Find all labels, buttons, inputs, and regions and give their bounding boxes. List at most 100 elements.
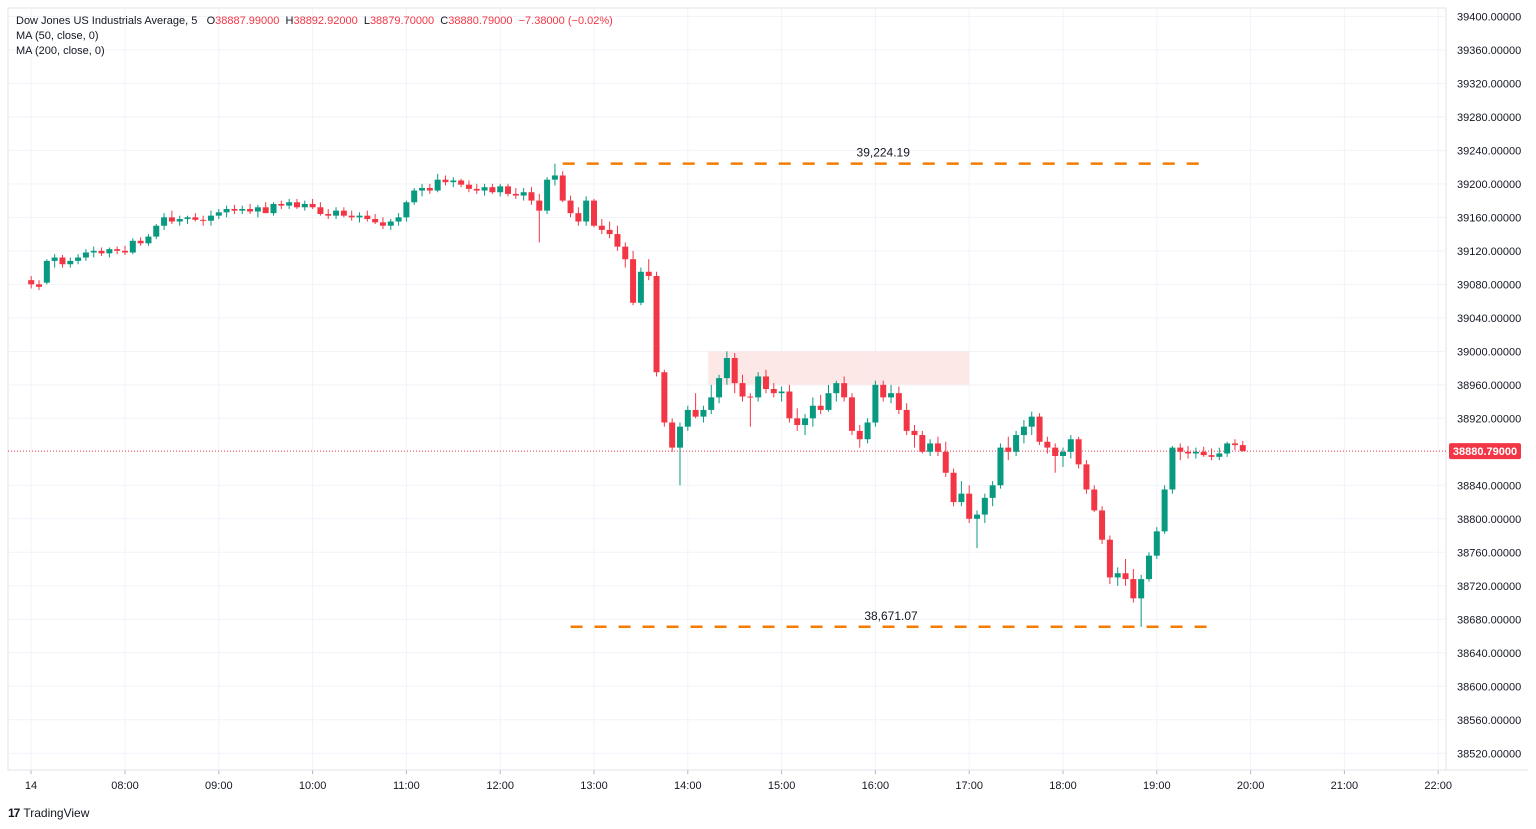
candle-down	[1239, 445, 1246, 451]
candle-up	[1224, 443, 1231, 454]
legend-ma50[interactable]: MA (50, close, 0)	[16, 30, 99, 42]
candle-down	[458, 180, 465, 185]
x-tick-label: 14	[25, 780, 37, 792]
candle-up	[419, 188, 426, 191]
candle-down	[465, 184, 472, 189]
candle-down	[278, 203, 285, 206]
x-tick-label: 15:00	[768, 780, 796, 792]
candle-up	[684, 409, 691, 427]
candle-up	[700, 409, 707, 417]
candle-up	[981, 497, 988, 515]
candle-up	[802, 418, 809, 426]
candle-down	[848, 397, 855, 431]
candle-down	[770, 389, 777, 394]
x-tick-label: 19:00	[1143, 780, 1171, 792]
candle-down	[966, 493, 973, 519]
y-tick-label: 38640.00000	[1457, 648, 1521, 660]
x-tick-label: 13:00	[580, 780, 608, 792]
x-tick-label: 18:00	[1049, 780, 1077, 792]
candle-up	[1020, 426, 1027, 436]
candle-down	[622, 246, 629, 260]
candle-down	[36, 284, 43, 287]
x-tick-label: 22:00	[1424, 780, 1452, 792]
x-tick-label: 20:00	[1237, 780, 1265, 792]
candle-down	[598, 225, 605, 230]
candle-down	[575, 213, 582, 222]
y-tick-label: 39280.00000	[1457, 112, 1521, 124]
candle-up	[184, 217, 191, 220]
candle-down	[911, 430, 918, 436]
x-tick-label: 16:00	[862, 780, 890, 792]
candle-up	[1216, 453, 1223, 457]
candle-up	[43, 260, 50, 283]
y-tick-label: 39120.00000	[1457, 246, 1521, 258]
y-tick-label: 38520.00000	[1457, 748, 1521, 760]
candle-up	[153, 225, 160, 237]
candle-up	[825, 393, 832, 410]
candle-up	[239, 208, 246, 211]
y-tick-label: 39200.00000	[1457, 179, 1521, 191]
low-value: 38879.70000	[369, 15, 435, 27]
candle-up	[403, 202, 410, 218]
candle-down	[786, 391, 793, 419]
candle-down	[841, 383, 848, 398]
candle-down	[895, 393, 902, 410]
candle-up	[207, 215, 214, 221]
candle-up	[161, 217, 168, 226]
candle-up	[708, 397, 715, 410]
candle-up	[67, 260, 74, 265]
candle-down	[731, 358, 738, 384]
candle-down	[692, 409, 699, 417]
candle-up	[145, 236, 152, 244]
resistance-zone	[708, 351, 970, 385]
candle-down	[293, 202, 300, 208]
candle-down	[747, 396, 754, 398]
candle-down	[1091, 489, 1098, 511]
candle-down	[168, 217, 175, 222]
legend-ma200[interactable]: MA (200, close, 0)	[16, 45, 105, 57]
candle-up	[520, 192, 527, 196]
candle-up	[927, 443, 934, 452]
candle-down	[1036, 416, 1043, 442]
y-tick-label: 38960.00000	[1457, 380, 1521, 392]
candle-down	[114, 249, 121, 251]
candle-up	[1028, 416, 1035, 427]
y-tick-label: 38680.00000	[1457, 614, 1521, 626]
y-tick-label: 39040.00000	[1457, 313, 1521, 325]
instrument-name[interactable]: Dow Jones US Industrials Average, 5	[16, 15, 198, 27]
candle-down	[661, 372, 668, 423]
candle-down	[1083, 464, 1090, 490]
candle-up	[387, 221, 394, 226]
candle-up	[676, 426, 683, 448]
tradingview-brand[interactable]: 17 TradingView	[8, 806, 89, 820]
candle-up	[106, 249, 113, 254]
candle-down	[192, 217, 199, 220]
open-value: 38887.99000	[215, 15, 280, 27]
level-label: 39,224.19	[857, 146, 911, 160]
candle-down	[794, 418, 801, 426]
candle-up	[997, 447, 1004, 486]
y-tick-label: 38800.00000	[1457, 514, 1521, 526]
x-tick-label: 08:00	[111, 780, 139, 792]
candle-up	[215, 212, 222, 216]
candle-down	[567, 200, 574, 214]
high-value: 38892.92000	[293, 15, 358, 27]
candle-up	[434, 179, 441, 191]
candle-up	[1013, 435, 1020, 452]
candle-down	[442, 179, 449, 183]
open-label: O	[206, 15, 216, 27]
y-tick-label: 39400.00000	[1457, 11, 1521, 23]
candle-down	[505, 186, 512, 194]
candle-up	[1153, 531, 1160, 556]
candle-down	[1005, 447, 1012, 452]
candle-down	[364, 215, 371, 220]
tradingview-logo-icon: 17	[8, 806, 20, 820]
candle-down	[1185, 451, 1192, 454]
candle-up	[974, 514, 981, 519]
candle-down	[942, 451, 949, 473]
candle-up	[270, 203, 277, 214]
candle-up	[1161, 489, 1168, 532]
candle-up	[551, 175, 558, 180]
close-label: C	[440, 15, 449, 27]
